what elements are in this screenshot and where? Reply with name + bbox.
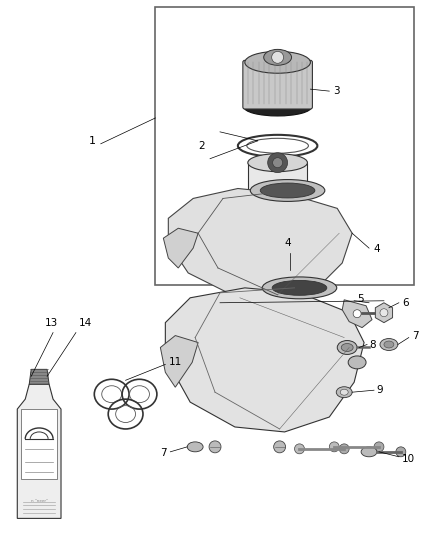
Text: 9: 9: [376, 385, 383, 395]
Ellipse shape: [340, 389, 348, 395]
Polygon shape: [168, 189, 352, 298]
Text: n "neer": n "neer": [31, 498, 48, 503]
Circle shape: [374, 442, 384, 452]
Text: 5: 5: [357, 294, 364, 304]
Circle shape: [396, 447, 406, 457]
Text: 11: 11: [168, 358, 182, 367]
Ellipse shape: [272, 280, 327, 295]
Polygon shape: [165, 288, 364, 432]
Text: 7: 7: [412, 330, 418, 341]
Text: 4: 4: [373, 244, 380, 254]
Text: 13: 13: [44, 318, 58, 328]
Ellipse shape: [336, 387, 352, 398]
Text: 3: 3: [333, 86, 340, 96]
Polygon shape: [342, 300, 372, 328]
Ellipse shape: [264, 50, 292, 65]
Polygon shape: [17, 384, 61, 519]
Text: 4: 4: [284, 238, 291, 248]
Ellipse shape: [380, 338, 398, 351]
Polygon shape: [375, 303, 392, 322]
Circle shape: [294, 444, 304, 454]
Text: 8: 8: [369, 340, 376, 350]
Polygon shape: [29, 369, 49, 384]
Text: 1: 1: [89, 136, 96, 146]
Bar: [155, 6, 414, 285]
Ellipse shape: [384, 341, 394, 348]
Ellipse shape: [341, 343, 353, 351]
Ellipse shape: [244, 98, 311, 116]
Circle shape: [339, 444, 349, 454]
Text: 14: 14: [79, 318, 92, 328]
Bar: [248, 163, 307, 214]
Circle shape: [273, 158, 283, 168]
Circle shape: [274, 441, 286, 453]
Circle shape: [272, 51, 283, 63]
Text: 7: 7: [160, 448, 166, 458]
Ellipse shape: [348, 356, 366, 369]
Circle shape: [268, 153, 288, 173]
Ellipse shape: [248, 154, 307, 172]
Ellipse shape: [262, 277, 337, 299]
Text: 6: 6: [402, 298, 409, 308]
Polygon shape: [163, 228, 198, 268]
Ellipse shape: [187, 442, 203, 452]
FancyBboxPatch shape: [243, 60, 312, 109]
Circle shape: [380, 309, 388, 317]
Bar: [21, 409, 57, 479]
Ellipse shape: [250, 180, 325, 201]
Circle shape: [209, 441, 221, 453]
Ellipse shape: [248, 207, 307, 221]
Ellipse shape: [361, 447, 377, 457]
Text: 2: 2: [198, 141, 205, 151]
Circle shape: [329, 442, 339, 452]
Ellipse shape: [337, 341, 357, 354]
Ellipse shape: [260, 183, 315, 198]
Polygon shape: [160, 336, 198, 387]
Circle shape: [353, 310, 361, 318]
Ellipse shape: [245, 51, 311, 73]
Text: 10: 10: [402, 454, 415, 464]
